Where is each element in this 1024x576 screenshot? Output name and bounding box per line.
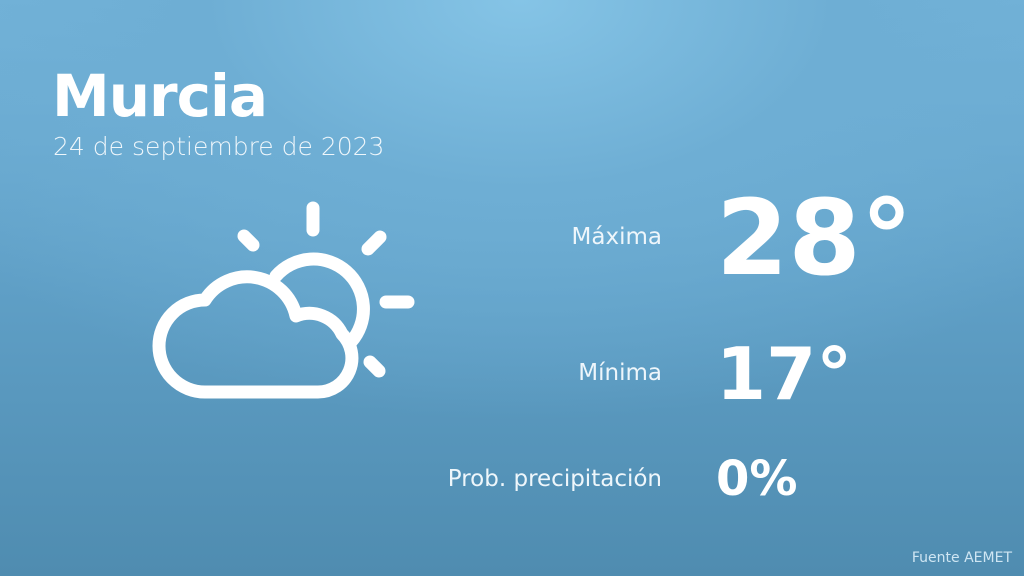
max-label: Máxima bbox=[571, 224, 662, 250]
forecast-date: 24 de septiembre de 2023 bbox=[53, 132, 385, 161]
min-label: Mínima bbox=[578, 360, 662, 386]
precip-label: Prob. precipitación bbox=[447, 466, 662, 492]
min-value: 17° bbox=[716, 332, 853, 416]
partly-cloudy-icon bbox=[152, 201, 415, 399]
city-title: Murcia bbox=[52, 62, 268, 130]
source-credit: Fuente AEMET bbox=[911, 550, 1012, 566]
max-value: 28° bbox=[716, 177, 913, 299]
precip-value: 0% bbox=[716, 451, 798, 507]
